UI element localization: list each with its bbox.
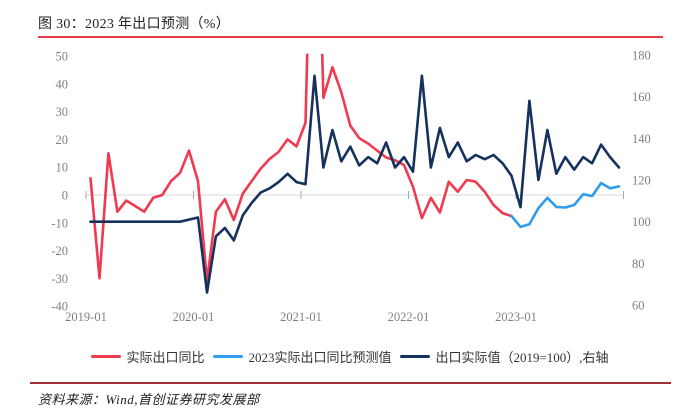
- left-axis-label: 50: [56, 50, 69, 64]
- legend-line-swatch: [91, 355, 122, 358]
- x-axis-label: 2019-01: [65, 310, 107, 324]
- x-axis-label: 2020-01: [173, 310, 215, 324]
- legend-line-swatch: [400, 355, 431, 358]
- right-axis-label: 180: [632, 49, 651, 63]
- left-axis-label: -10: [51, 216, 68, 230]
- source-rule: [30, 382, 671, 384]
- legend-label: 出口实际值（2019=100）,右轴: [435, 350, 609, 365]
- left-axis-label: -30: [51, 272, 68, 286]
- x-axis-label: 2021-01: [280, 310, 322, 324]
- right-axis-label: 120: [632, 174, 651, 188]
- left-axis-label: 10: [56, 161, 69, 175]
- legend-line-swatch: [213, 355, 244, 358]
- right-axis-label: 80: [632, 257, 645, 271]
- left-axis-label: 0: [62, 189, 68, 203]
- right-axis-label: 100: [632, 215, 651, 229]
- title-rule: [38, 36, 663, 38]
- x-axis-label: 2022-01: [388, 310, 430, 324]
- right-axis-label: 160: [632, 90, 651, 104]
- legend-label: 实际出口同比: [126, 350, 205, 365]
- series-line-2: [510, 181, 621, 229]
- chart-legend: 实际出口同比 2023实际出口同比预测值 出口实际值（2019=100）,右轴: [0, 347, 700, 366]
- right-axis-label: 60: [632, 299, 645, 313]
- legend-item: 2023实际出口同比预测值: [213, 347, 391, 366]
- left-axis-label: 30: [56, 105, 69, 119]
- x-axis-label: 2023-01: [495, 310, 537, 324]
- legend-item: 出口实际值（2019=100）,右轴: [400, 347, 609, 366]
- figure-title: 图 30：2023 年出口预测（%）: [38, 17, 231, 32]
- source-note: 资料来源：Wind,首创证券研究发展部: [38, 392, 260, 407]
- left-axis-label: 20: [56, 133, 69, 147]
- series-line-1: [89, 53, 513, 283]
- legend-label: 2023实际出口同比预测值: [248, 350, 392, 365]
- left-axis-label: -40: [51, 300, 68, 314]
- right-axis-label: 140: [632, 132, 651, 146]
- series-line-3: [89, 74, 621, 294]
- left-axis-label: -20: [51, 244, 68, 258]
- legend-item: 实际出口同比: [91, 347, 204, 366]
- left-axis-label: 40: [56, 77, 69, 91]
